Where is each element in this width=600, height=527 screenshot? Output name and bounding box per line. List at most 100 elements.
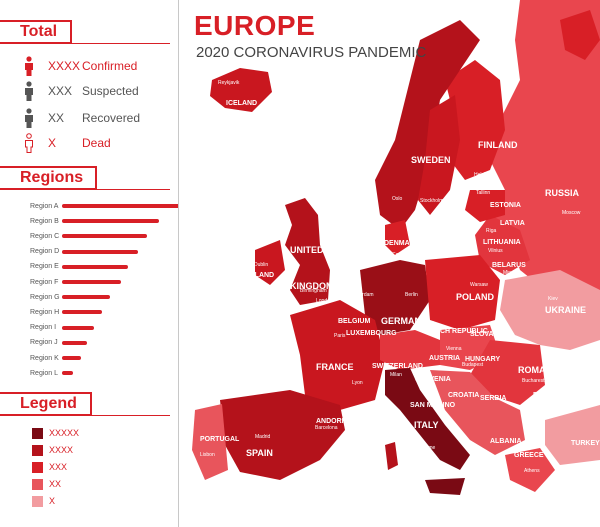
country-label: SWEDEN — [411, 155, 451, 165]
country-label: BELARUS — [492, 262, 526, 269]
legend-row: X — [32, 495, 55, 507]
legend-divider — [0, 415, 170, 416]
region-row: Region J — [30, 338, 87, 348]
city-label: Warsaw — [470, 282, 488, 288]
city-label: Helsinki — [474, 172, 492, 178]
city-label: Lisbon — [200, 452, 215, 458]
region-row: Region L — [30, 368, 73, 378]
region-row: Region H — [30, 307, 103, 317]
region-label: Region L — [30, 369, 59, 377]
country-label: SAN MARINO — [410, 402, 456, 409]
country-label: ALBANIA — [490, 438, 522, 445]
country-label: TURKEY — [571, 440, 600, 447]
region-row: Region E — [30, 262, 129, 272]
country-label: RUSSIA — [545, 188, 580, 198]
total-row-dead: X Dead — [22, 133, 111, 153]
country-label: LITHUANIA — [483, 239, 521, 246]
city-label: Madrid — [255, 434, 271, 440]
region-bar — [62, 219, 159, 224]
region-row: Region K — [30, 353, 81, 363]
suspected-label: Suspected — [82, 84, 139, 98]
total-divider — [0, 43, 170, 44]
city-label: Prague — [418, 320, 435, 326]
region-row: Region C — [30, 231, 147, 241]
city-label: Minsk — [503, 270, 517, 276]
country-label: FINLAND — [478, 140, 518, 150]
legend-row: XXXXX — [32, 427, 79, 439]
panel-divider — [178, 0, 179, 527]
country-label: AUSTRIA — [429, 355, 461, 362]
region-label: Region G — [30, 293, 60, 301]
region-bar — [62, 249, 138, 254]
country-label: MONACO — [357, 405, 389, 412]
region-label: Region D — [30, 248, 60, 256]
region-label: Region E — [30, 263, 59, 271]
region-row: Region D — [30, 247, 138, 257]
country-label: SERBIA — [480, 395, 507, 402]
country-label: UKRAINE — [545, 305, 587, 315]
city-label: Rome — [422, 445, 436, 451]
region-label: Region K — [30, 354, 59, 362]
map-title: EUROPE — [194, 10, 316, 41]
region-row: Region I — [30, 323, 94, 333]
country-label: GERMANY — [381, 316, 428, 326]
total-row-recovered: XX Recovered — [22, 108, 140, 128]
country-label: DENMARK — [384, 240, 420, 247]
country-label: UNITED — [290, 245, 324, 255]
recovered-label: Recovered — [82, 111, 141, 125]
confirmed-value: XXXX — [48, 59, 81, 73]
legend-swatch — [32, 427, 43, 439]
country-label: SWITZERLAND — [372, 363, 423, 370]
country-label: BELGIUM — [338, 318, 371, 325]
country-label: HUNGARY — [465, 356, 501, 363]
suspected-value: XXX — [48, 84, 73, 98]
legend-row: XX — [32, 478, 61, 490]
regions-divider — [0, 189, 170, 190]
region-label: Region B — [30, 217, 59, 225]
region-label: Region I — [30, 324, 57, 332]
regions-section-title: Regions — [0, 166, 97, 190]
total-row-confirmed: XXXX Confirmed — [22, 56, 137, 76]
region-bar — [62, 234, 147, 239]
legend-swatch — [32, 461, 43, 473]
country-label: IRELAND — [243, 272, 275, 279]
country-label: KINGDOM — [290, 281, 334, 291]
dead-label: Dead — [82, 136, 111, 150]
legend-swatch — [32, 444, 43, 456]
region-bar — [62, 280, 121, 284]
city-label: Tallinn — [476, 190, 491, 196]
city-label: Budapest — [462, 362, 484, 368]
region-bar — [62, 371, 73, 376]
person-filled-icon — [25, 108, 33, 128]
city-label: Bucharest — [522, 378, 545, 384]
city-label: Reykjavik — [218, 80, 240, 86]
city-label: Moscow — [562, 210, 581, 216]
legend-label: X — [49, 496, 56, 506]
country-label: MOLDOVA — [542, 350, 578, 357]
city-label: Paris — [334, 333, 346, 339]
region-bar — [62, 340, 87, 345]
person-filled-icon — [25, 81, 33, 101]
region-bar — [62, 356, 81, 360]
europe-map — [179, 0, 600, 527]
region-bar — [62, 295, 111, 300]
city-label: Berlin — [405, 292, 418, 298]
country-label: ESTONIA — [490, 202, 521, 209]
city-label: Riga — [486, 228, 497, 234]
region-label: Region F — [30, 278, 59, 286]
country-label: LATVIA — [500, 220, 525, 227]
recovered-value: XX — [48, 111, 65, 125]
legend-label: XXXX — [49, 445, 74, 455]
country-label: ICELAND — [226, 100, 258, 107]
region-bar — [62, 310, 103, 315]
country-label: GREECE — [514, 452, 544, 459]
legend-swatch — [32, 495, 43, 507]
country-label: FRANCE — [316, 362, 354, 372]
country-label: CROATIA — [448, 392, 480, 399]
city-label: Athens — [524, 468, 540, 474]
legend-row: XXXX — [32, 444, 73, 456]
country-label: SLOVAKIA — [470, 331, 506, 338]
legend-section-title: Legend — [0, 392, 92, 416]
total-section-title: Total — [0, 20, 72, 44]
country-label: SPAIN — [246, 448, 273, 458]
